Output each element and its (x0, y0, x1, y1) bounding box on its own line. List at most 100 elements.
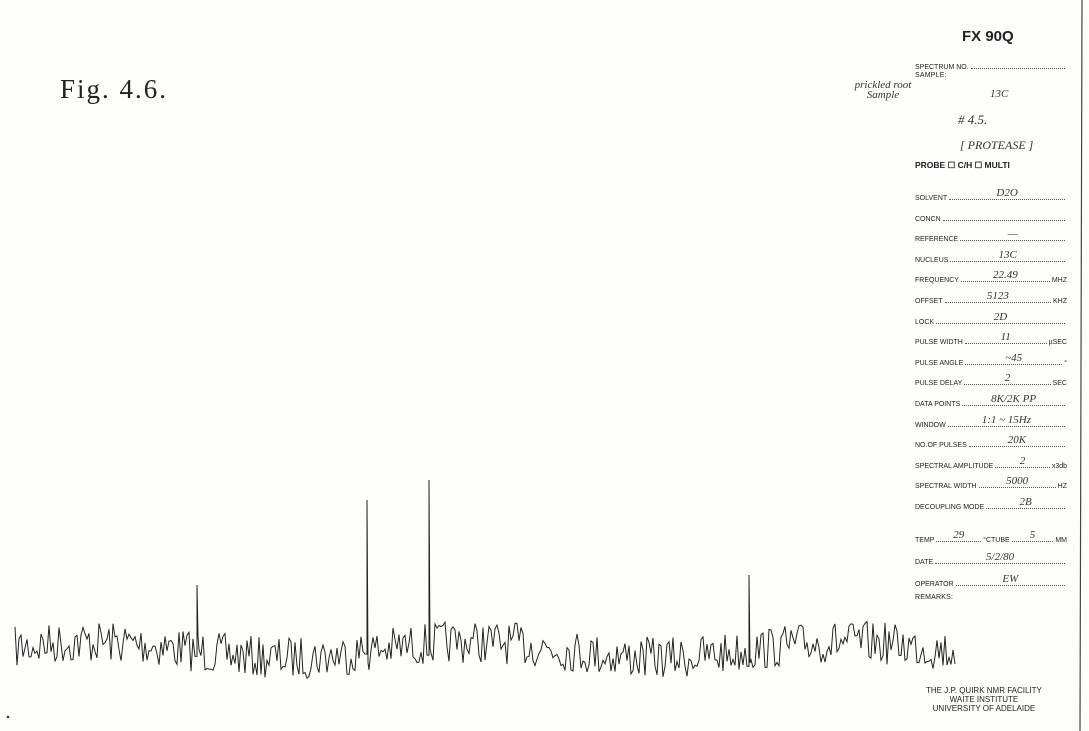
field-unit: °C (983, 537, 991, 544)
footer-line: WAITE INSTITUTE (926, 695, 1042, 704)
field-label: LOCK (915, 319, 934, 326)
field-unit: x3db (1052, 463, 1067, 470)
field-row: CONCN (915, 209, 1067, 223)
page: Fig. 4.6. FX 90Q SPECTRUM NO. SAMPLE: pr… (0, 0, 1089, 731)
field-label: NUCLEUS (915, 257, 948, 264)
field-unit: HZ (1058, 483, 1067, 490)
footer-line: UNIVERSITY OF ADELAIDE (926, 704, 1042, 713)
dots (943, 209, 1065, 221)
field-label: PULSE ANGLE (915, 360, 963, 367)
field-value: 13C (950, 249, 1065, 261)
field-value: 5 (1012, 529, 1054, 541)
dots (971, 57, 1065, 69)
field-label: PULSE DELAY (915, 380, 962, 387)
dots: 2 (995, 456, 1049, 468)
field-unit: µSEC (1049, 339, 1067, 346)
dots: 5123 (945, 291, 1051, 303)
field-unit: KHZ (1053, 298, 1067, 305)
dots: ~45 (965, 353, 1062, 365)
field-row: PULSE ANGLE~45° (915, 353, 1067, 367)
field-value: 2 (964, 372, 1050, 384)
footer: THE J.P. QUIRK NMR FACILITY WAITE INSTIT… (926, 686, 1042, 713)
field-value: 29 (936, 529, 981, 541)
field-row: FREQUENCY22.49MHZ (915, 270, 1067, 284)
field-label: SPECTRUM NO. (915, 64, 969, 71)
dots: 5000 (979, 476, 1056, 488)
field-unit: SEC (1053, 380, 1067, 387)
field-unit: MHZ (1052, 277, 1067, 284)
field-value: 2 (995, 455, 1049, 467)
field-label: DECOUPLING MODE (915, 504, 984, 511)
sample-note: [ PROTEASE ] (960, 138, 1033, 153)
sample-label: SAMPLE: (915, 72, 947, 79)
field-label: FREQUENCY (915, 277, 959, 284)
field-value: 5123 (945, 290, 1051, 302)
dots: D2O (949, 188, 1065, 200)
field-label: PULSE WIDTH (915, 339, 963, 346)
field-value: — (960, 228, 1065, 240)
field-label: WINDOW (915, 422, 946, 429)
field-label: DATE (915, 559, 933, 566)
dots: 13C (950, 250, 1065, 262)
dots: EW (956, 574, 1065, 586)
field-label: CONCN (915, 216, 941, 223)
field-value: ~45 (965, 352, 1062, 364)
field-value: 8K/2K PP (962, 393, 1065, 405)
page-edge (1080, 0, 1082, 731)
field-unit: MM (1055, 537, 1067, 544)
spectrum-no-row: SPECTRUM NO. (915, 57, 1067, 71)
field-value: 1:1 ~ 15Hz (948, 414, 1065, 426)
field-label: TUBE (991, 537, 1010, 544)
field-label: REFERENCE (915, 236, 958, 243)
remarks-label: REMARKS: (915, 594, 953, 601)
dots: — (960, 229, 1065, 241)
field-value: 2D (936, 311, 1065, 323)
field-value: 11 (965, 331, 1047, 343)
number-note: # 4.5. (958, 112, 987, 128)
field-row: DATA POINTS8K/2K PP (915, 394, 1067, 408)
dots: 5/2/80 (935, 552, 1065, 564)
field-value: 5000 (979, 475, 1056, 487)
dots: 20K (969, 435, 1065, 447)
dots: 29 (936, 530, 981, 542)
field-label: NO.OF PULSES (915, 442, 967, 449)
field-value: 5/2/80 (935, 551, 1065, 563)
dots: 2B (986, 497, 1065, 509)
field-value: 20K (969, 434, 1065, 446)
probe-line: PROBE ☐ C/H ☐ MULTI (915, 160, 1010, 171)
field-value: 22.49 (961, 269, 1050, 281)
sample-value: prickled root Sample (848, 80, 918, 100)
dots: 2D (936, 312, 1065, 324)
form-title: FX 90Q (962, 28, 1014, 45)
speck (7, 716, 10, 719)
field-label: TEMP (915, 537, 934, 544)
dots: 11 (965, 332, 1047, 344)
spectrum-trace (15, 480, 955, 678)
field-label: OFFSET (915, 298, 943, 305)
dots: 2 (964, 373, 1050, 385)
field-label: SOLVENT (915, 195, 947, 202)
dots: 5 (1012, 530, 1054, 542)
nucleus-note: 13C (990, 88, 1008, 100)
field-label: SPECTRAL AMPLITUDE (915, 463, 993, 470)
dots: 1:1 ~ 15Hz (948, 415, 1065, 427)
field-label: OPERATOR (915, 581, 954, 588)
field-value: D2O (949, 187, 1065, 199)
field-label: DATA POINTS (915, 401, 960, 408)
field-label: SPECTRAL WIDTH (915, 483, 977, 490)
